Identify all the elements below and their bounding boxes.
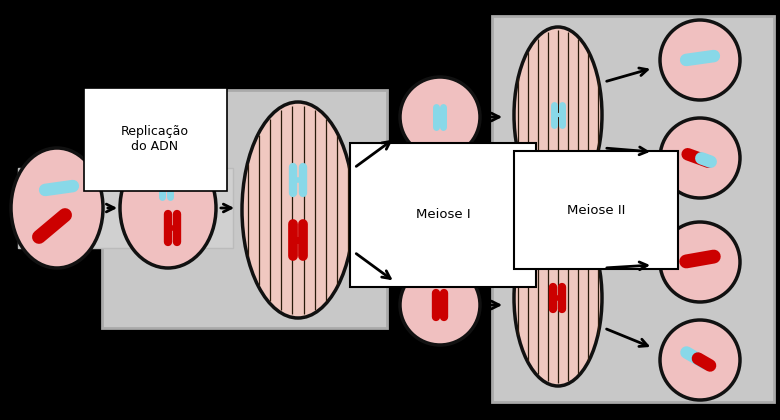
Ellipse shape — [242, 102, 354, 318]
Text: Replicação
do ADN: Replicação do ADN — [121, 125, 189, 153]
Ellipse shape — [514, 27, 602, 203]
Text: Meiose II: Meiose II — [567, 204, 626, 216]
Text: Meiose I: Meiose I — [416, 208, 470, 221]
Bar — [102, 90, 387, 328]
Ellipse shape — [660, 20, 740, 100]
Ellipse shape — [660, 118, 740, 198]
Ellipse shape — [660, 222, 740, 302]
Ellipse shape — [120, 148, 216, 268]
Ellipse shape — [514, 210, 602, 386]
Ellipse shape — [400, 265, 480, 345]
Bar — [492, 16, 774, 402]
Ellipse shape — [660, 320, 740, 400]
Ellipse shape — [11, 148, 103, 268]
Bar — [18, 168, 233, 248]
Ellipse shape — [400, 77, 480, 157]
